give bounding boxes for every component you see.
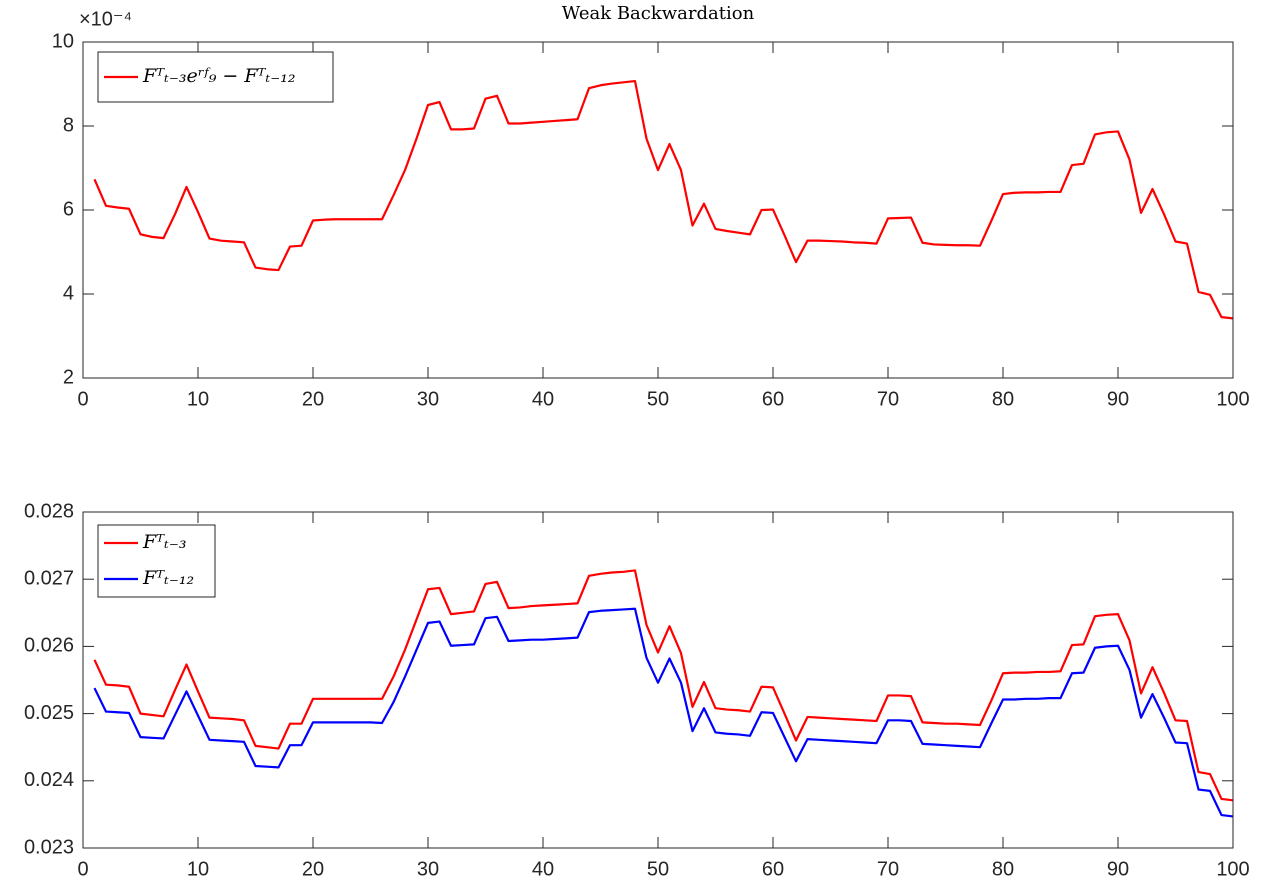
x-tick-label: 60 — [762, 858, 784, 880]
line-series — [93, 569, 1234, 802]
y-tick-label: 0.028 — [24, 500, 74, 522]
x-tick-label: 50 — [647, 858, 669, 880]
x-tick-label: 50 — [647, 388, 669, 410]
y-tick-label: 0.026 — [24, 635, 74, 657]
y-tick-label: 0.023 — [24, 836, 74, 858]
x-tick-label: 20 — [302, 858, 324, 880]
x-tick-label: 60 — [762, 388, 784, 410]
y-tick-label: 4 — [63, 282, 74, 304]
chart-title: Weak Backwardation — [562, 3, 755, 24]
line-series — [93, 607, 1234, 818]
legend-label: Fᵀₜ₋₃eʳᶠ₉ − Fᵀₜ₋₁₂ — [142, 65, 295, 87]
x-tick-label: 30 — [417, 858, 439, 880]
x-tick-label: 40 — [532, 388, 554, 410]
legend-label: Fᵀₜ₋₁₂ — [142, 567, 194, 589]
plot-area — [83, 512, 1233, 848]
x-tick-label: 0 — [77, 858, 88, 880]
y-tick-label: 6 — [63, 198, 74, 220]
x-tick-label: 20 — [302, 388, 324, 410]
legend-label: Fᵀₜ₋₃ — [142, 531, 187, 553]
x-tick-label: 80 — [992, 858, 1014, 880]
y-tick-label: 2 — [63, 366, 74, 388]
x-tick-label: 90 — [1107, 858, 1129, 880]
y-tick-label: 0.027 — [24, 567, 74, 589]
x-tick-label: 80 — [992, 388, 1014, 410]
x-tick-label: 90 — [1107, 388, 1129, 410]
y-tick-label: 0.024 — [24, 769, 74, 791]
x-tick-label: 10 — [187, 388, 209, 410]
x-tick-label: 70 — [877, 388, 899, 410]
y-tick-label: 8 — [63, 114, 74, 136]
y-tick-label: 0.025 — [24, 702, 74, 724]
x-tick-label: 70 — [877, 858, 899, 880]
legend-box — [97, 524, 216, 598]
x-tick-label: 40 — [532, 858, 554, 880]
x-tick-label: 10 — [187, 858, 209, 880]
y-scale-label: ×10⁻⁴ — [79, 8, 132, 30]
x-tick-label: 100 — [1216, 858, 1249, 880]
line-series — [93, 79, 1234, 320]
x-tick-label: 100 — [1216, 388, 1249, 410]
x-tick-label: 0 — [77, 388, 88, 410]
y-tick-label: 10 — [52, 30, 74, 52]
x-tick-label: 30 — [417, 388, 439, 410]
